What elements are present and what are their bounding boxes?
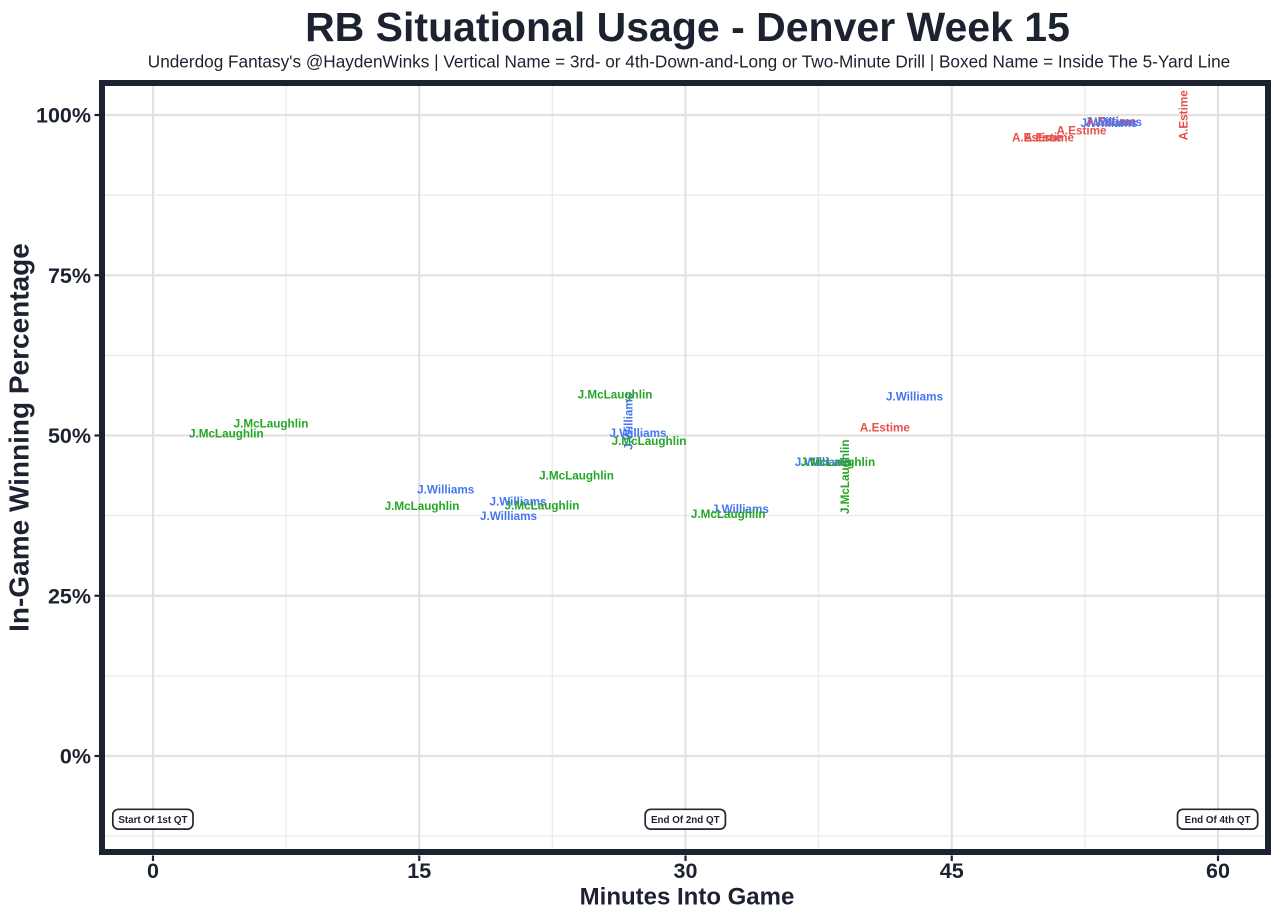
svg-text:J.McLaughlin: J.McLaughlin: [234, 418, 309, 431]
svg-text:J.McLaughlin: J.McLaughlin: [385, 500, 460, 513]
svg-text:J.McLaughlin: J.McLaughlin: [612, 435, 687, 448]
svg-text:50%: 50%: [48, 424, 91, 448]
svg-text:J.Williams: J.Williams: [886, 391, 944, 404]
svg-text:Underdog Fantasy's @HaydenWink: Underdog Fantasy's @HaydenWinks | Vertic…: [148, 52, 1230, 72]
svg-text:J.McLaughlin: J.McLaughlin: [505, 499, 580, 512]
svg-text:Start Of 1st QT: Start Of 1st QT: [118, 815, 187, 826]
svg-text:J.Williams: J.Williams: [1080, 117, 1138, 130]
svg-text:J.McLaughlin: J.McLaughlin: [539, 469, 614, 482]
svg-text:RB Situational Usage - Denver: RB Situational Usage - Denver Week 15: [305, 4, 1070, 50]
svg-text:25%: 25%: [48, 584, 91, 608]
svg-text:A.Estime: A.Estime: [1086, 116, 1137, 129]
svg-text:J.Williams: J.Williams: [1085, 116, 1143, 129]
svg-text:J.Williams: J.Williams: [609, 427, 667, 440]
svg-text:J.Williams: J.Williams: [712, 503, 770, 516]
svg-text:J.McLaughlin: J.McLaughlin: [189, 427, 264, 440]
svg-text:A.Estime: A.Estime: [1012, 131, 1063, 144]
svg-text:J.McLaughlin: J.McLaughlin: [691, 508, 766, 521]
svg-text:A.Estime: A.Estime: [1178, 90, 1191, 141]
svg-text:100%: 100%: [36, 104, 91, 128]
svg-text:J.McLaughlin: J.McLaughlin: [578, 389, 653, 402]
svg-text:60: 60: [1206, 859, 1230, 883]
svg-text:End Of 2nd QT: End Of 2nd QT: [651, 815, 720, 826]
svg-text:Minutes Into Game: Minutes Into Game: [580, 884, 795, 911]
svg-text:In-Game Winning Percentage: In-Game Winning Percentage: [4, 243, 35, 632]
svg-text:End Of 4th QT: End Of 4th QT: [1185, 815, 1251, 826]
svg-text:75%: 75%: [48, 264, 91, 288]
svg-text:J.McLaughlin: J.McLaughlin: [800, 456, 875, 469]
svg-text:A.Estime: A.Estime: [1056, 125, 1107, 138]
svg-text:J.Williams: J.Williams: [622, 392, 635, 450]
svg-text:A.Estime: A.Estime: [1024, 131, 1075, 144]
svg-text:J.Williams: J.Williams: [489, 495, 547, 508]
svg-text:30: 30: [674, 859, 698, 883]
svg-text:A.Estime: A.Estime: [860, 422, 911, 435]
svg-text:J.McLaughlin: J.McLaughlin: [839, 439, 852, 514]
svg-text:J.Williams: J.Williams: [795, 456, 853, 469]
svg-text:J.Williams: J.Williams: [480, 510, 538, 523]
svg-text:0: 0: [147, 859, 159, 883]
svg-text:45: 45: [940, 859, 964, 883]
svg-text:J.Williams: J.Williams: [417, 483, 475, 496]
svg-text:0%: 0%: [60, 745, 91, 769]
svg-text:15: 15: [407, 859, 431, 883]
